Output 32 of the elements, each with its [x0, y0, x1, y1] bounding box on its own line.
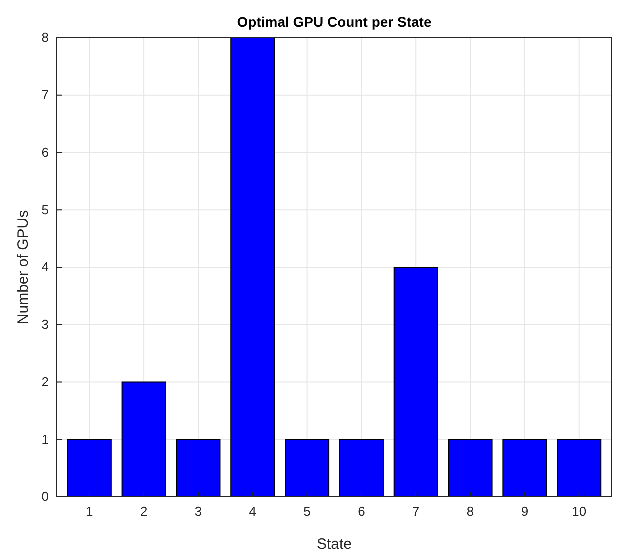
bar — [339, 439, 384, 498]
x-tick-label: 5 — [304, 504, 311, 520]
x-tick-label: 4 — [249, 504, 256, 520]
bar — [394, 267, 438, 498]
y-tick-label: 3 — [42, 317, 49, 332]
y-tick-label: 1 — [42, 432, 49, 447]
y-tick-label: 4 — [42, 260, 49, 275]
x-tick-label: 9 — [521, 504, 529, 520]
x-tick-label: 3 — [194, 504, 202, 520]
x-tick-label: 6 — [358, 504, 366, 520]
y-tick-label: 7 — [42, 88, 49, 103]
y-tick-label: 8 — [42, 30, 49, 46]
y-axis-title: Number of GPUs — [15, 210, 32, 325]
x-tick-label: 10 — [572, 504, 587, 520]
chart-title: Optimal GPU Count per State — [237, 14, 432, 30]
x-tick-label: 1 — [86, 504, 94, 520]
y-tick-label: 6 — [42, 144, 49, 160]
bar — [176, 439, 221, 498]
bar — [557, 439, 602, 498]
bar — [67, 439, 112, 498]
x-axis-title: State — [316, 536, 352, 553]
x-tick-label: 7 — [412, 504, 420, 520]
y-tick-label: 0 — [42, 489, 49, 504]
bar — [122, 382, 166, 498]
y-tick-label: 5 — [42, 202, 49, 218]
x-tick-label: 8 — [466, 504, 474, 520]
bar — [502, 439, 548, 498]
bar — [285, 439, 330, 498]
bar — [448, 439, 493, 498]
bar — [230, 38, 276, 498]
y-tick-label: 2 — [42, 374, 49, 390]
x-tick-label: 2 — [140, 504, 148, 520]
